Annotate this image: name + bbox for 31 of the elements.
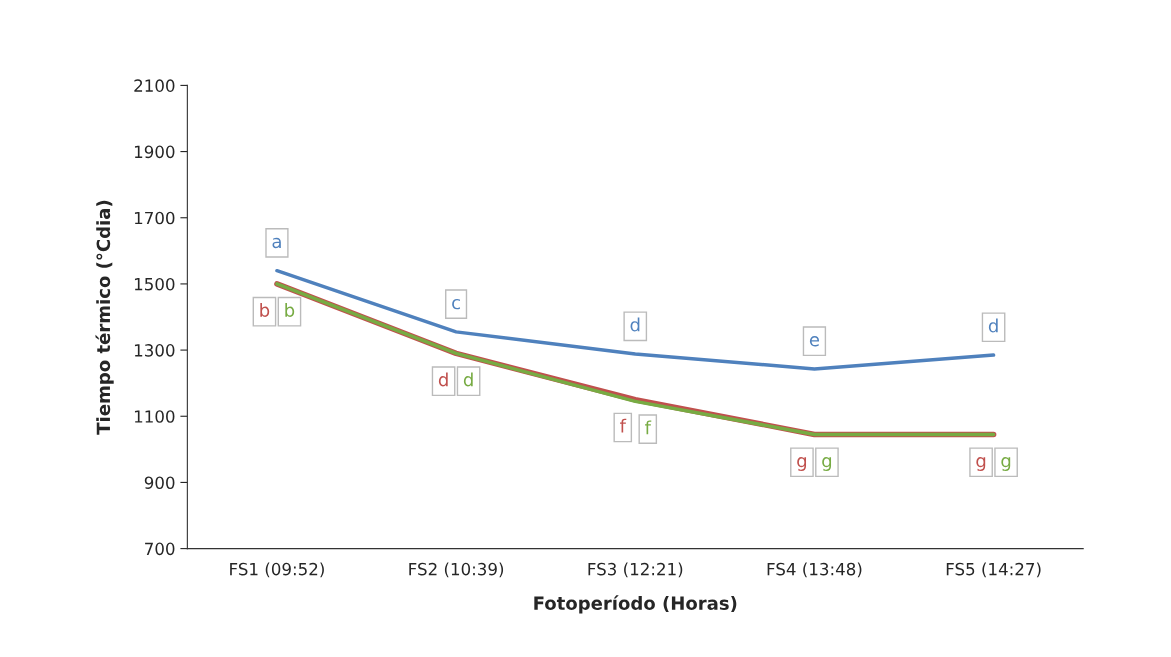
data-label: g bbox=[976, 457, 986, 471]
data-label: c bbox=[452, 298, 460, 310]
x-tick-label: FS2 (10:39) bbox=[409, 562, 504, 578]
data-label: g bbox=[797, 457, 807, 471]
data-label: f bbox=[620, 418, 627, 433]
data-label: f bbox=[645, 420, 652, 435]
y-tick-label: 1100 bbox=[134, 410, 175, 423]
x-tick-label: FS4 (13:48) bbox=[767, 562, 862, 578]
y-tick-label: 700 bbox=[145, 542, 175, 556]
y-axis-title: Tiempo térmico (°Cdia) bbox=[95, 200, 114, 435]
data-label: d bbox=[630, 317, 640, 332]
data-label: e bbox=[809, 336, 820, 347]
data-label: g bbox=[1001, 457, 1011, 471]
y-tick-label: 1300 bbox=[134, 344, 175, 357]
y-tick-label: 900 bbox=[144, 476, 175, 489]
y-tick-label: 1900 bbox=[134, 145, 175, 159]
y-tick-label: 1500 bbox=[134, 277, 175, 291]
data-label: g bbox=[822, 457, 832, 471]
data-label: d bbox=[988, 318, 998, 333]
data-label: b bbox=[285, 302, 295, 317]
data-label: a bbox=[272, 237, 281, 249]
y-tick-label: 1700 bbox=[134, 211, 175, 225]
x-axis-title: Fotoperíodo (Horas) bbox=[534, 595, 737, 614]
line-series bbox=[275, 268, 996, 371]
y-tick-label: 2100 bbox=[134, 79, 175, 92]
x-tick-label: FS3 (12:21) bbox=[588, 562, 683, 578]
x-tick-label: FS5 (14:27) bbox=[946, 562, 1041, 578]
x-tick-label: FS1 (09:52) bbox=[230, 562, 324, 578]
data-label: d bbox=[463, 372, 473, 387]
data-label: d bbox=[438, 372, 448, 387]
data-label: b bbox=[260, 302, 270, 317]
